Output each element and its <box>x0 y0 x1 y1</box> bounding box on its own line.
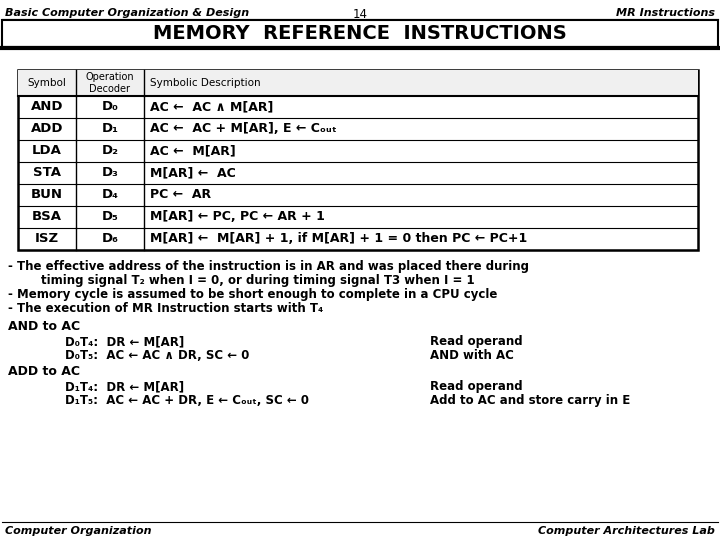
Text: ADD to AC: ADD to AC <box>8 365 80 378</box>
Text: M[AR] ←  M[AR] + 1, if M[AR] + 1 = 0 then PC ← PC+1: M[AR] ← M[AR] + 1, if M[AR] + 1 = 0 then… <box>150 233 527 246</box>
Text: 14: 14 <box>353 8 367 21</box>
Text: PC ←  AR: PC ← AR <box>150 188 211 201</box>
Text: Operation
Decoder: Operation Decoder <box>86 72 135 94</box>
Bar <box>2 20 718 47</box>
Bar <box>18 70 698 96</box>
Text: AC ←  AC + M[AR], E ← Cₒᵤₜ: AC ← AC + M[AR], E ← Cₒᵤₜ <box>150 123 337 136</box>
Text: D₀T₅:  AC ← AC ∧ DR, SC ← 0: D₀T₅: AC ← AC ∧ DR, SC ← 0 <box>65 349 249 362</box>
Text: D₀T₄:  DR ← M[AR]: D₀T₄: DR ← M[AR] <box>65 335 184 348</box>
Text: - Memory cycle is assumed to be short enough to complete in a CPU cycle: - Memory cycle is assumed to be short en… <box>8 288 498 301</box>
Text: MEMORY  REFERENCE  INSTRUCTIONS: MEMORY REFERENCE INSTRUCTIONS <box>153 24 567 43</box>
Text: D₂: D₂ <box>102 145 119 158</box>
Text: Computer Architectures Lab: Computer Architectures Lab <box>538 526 715 536</box>
Text: AC ←  M[AR]: AC ← M[AR] <box>150 145 235 158</box>
Text: LDA: LDA <box>32 145 62 158</box>
Text: D₅: D₅ <box>102 211 118 224</box>
Text: M[AR] ←  AC: M[AR] ← AC <box>150 166 235 179</box>
Text: Read operand: Read operand <box>430 380 523 393</box>
Text: AND with AC: AND with AC <box>430 349 514 362</box>
Text: Symbol: Symbol <box>27 78 66 88</box>
Text: D₁: D₁ <box>102 123 119 136</box>
Text: ISZ: ISZ <box>35 233 59 246</box>
Text: D₄: D₄ <box>102 188 119 201</box>
Text: D₁T₅:  AC ← AC + DR, E ← Cₒᵤₜ, SC ← 0: D₁T₅: AC ← AC + DR, E ← Cₒᵤₜ, SC ← 0 <box>65 394 309 407</box>
Text: D₆: D₆ <box>102 233 119 246</box>
Text: - The execution of MR Instruction starts with T₄: - The execution of MR Instruction starts… <box>8 302 323 315</box>
Text: AND to AC: AND to AC <box>8 320 80 333</box>
Text: ADD: ADD <box>31 123 63 136</box>
Text: Symbolic Description: Symbolic Description <box>150 78 261 88</box>
Bar <box>18 70 698 250</box>
Text: Read operand: Read operand <box>430 335 523 348</box>
Text: MR Instructions: MR Instructions <box>616 8 715 18</box>
Text: BSA: BSA <box>32 211 62 224</box>
Text: M[AR] ← PC, PC ← AR + 1: M[AR] ← PC, PC ← AR + 1 <box>150 211 325 224</box>
Text: STA: STA <box>33 166 61 179</box>
Text: Basic Computer Organization & Design: Basic Computer Organization & Design <box>5 8 249 18</box>
Text: D₀: D₀ <box>102 100 118 113</box>
Text: timing signal T₂ when I = 0, or during timing signal T3 when I = 1: timing signal T₂ when I = 0, or during t… <box>8 274 474 287</box>
Text: AND: AND <box>31 100 63 113</box>
Text: - The effective address of the instruction is in AR and was placed there during: - The effective address of the instructi… <box>8 260 529 273</box>
Text: D₃: D₃ <box>102 166 118 179</box>
Text: Add to AC and store carry in E: Add to AC and store carry in E <box>430 394 630 407</box>
Text: BUN: BUN <box>31 188 63 201</box>
Text: AC ←  AC ∧ M[AR]: AC ← AC ∧ M[AR] <box>150 100 274 113</box>
Text: D₁T₄:  DR ← M[AR]: D₁T₄: DR ← M[AR] <box>65 380 184 393</box>
Text: Computer Organization: Computer Organization <box>5 526 151 536</box>
